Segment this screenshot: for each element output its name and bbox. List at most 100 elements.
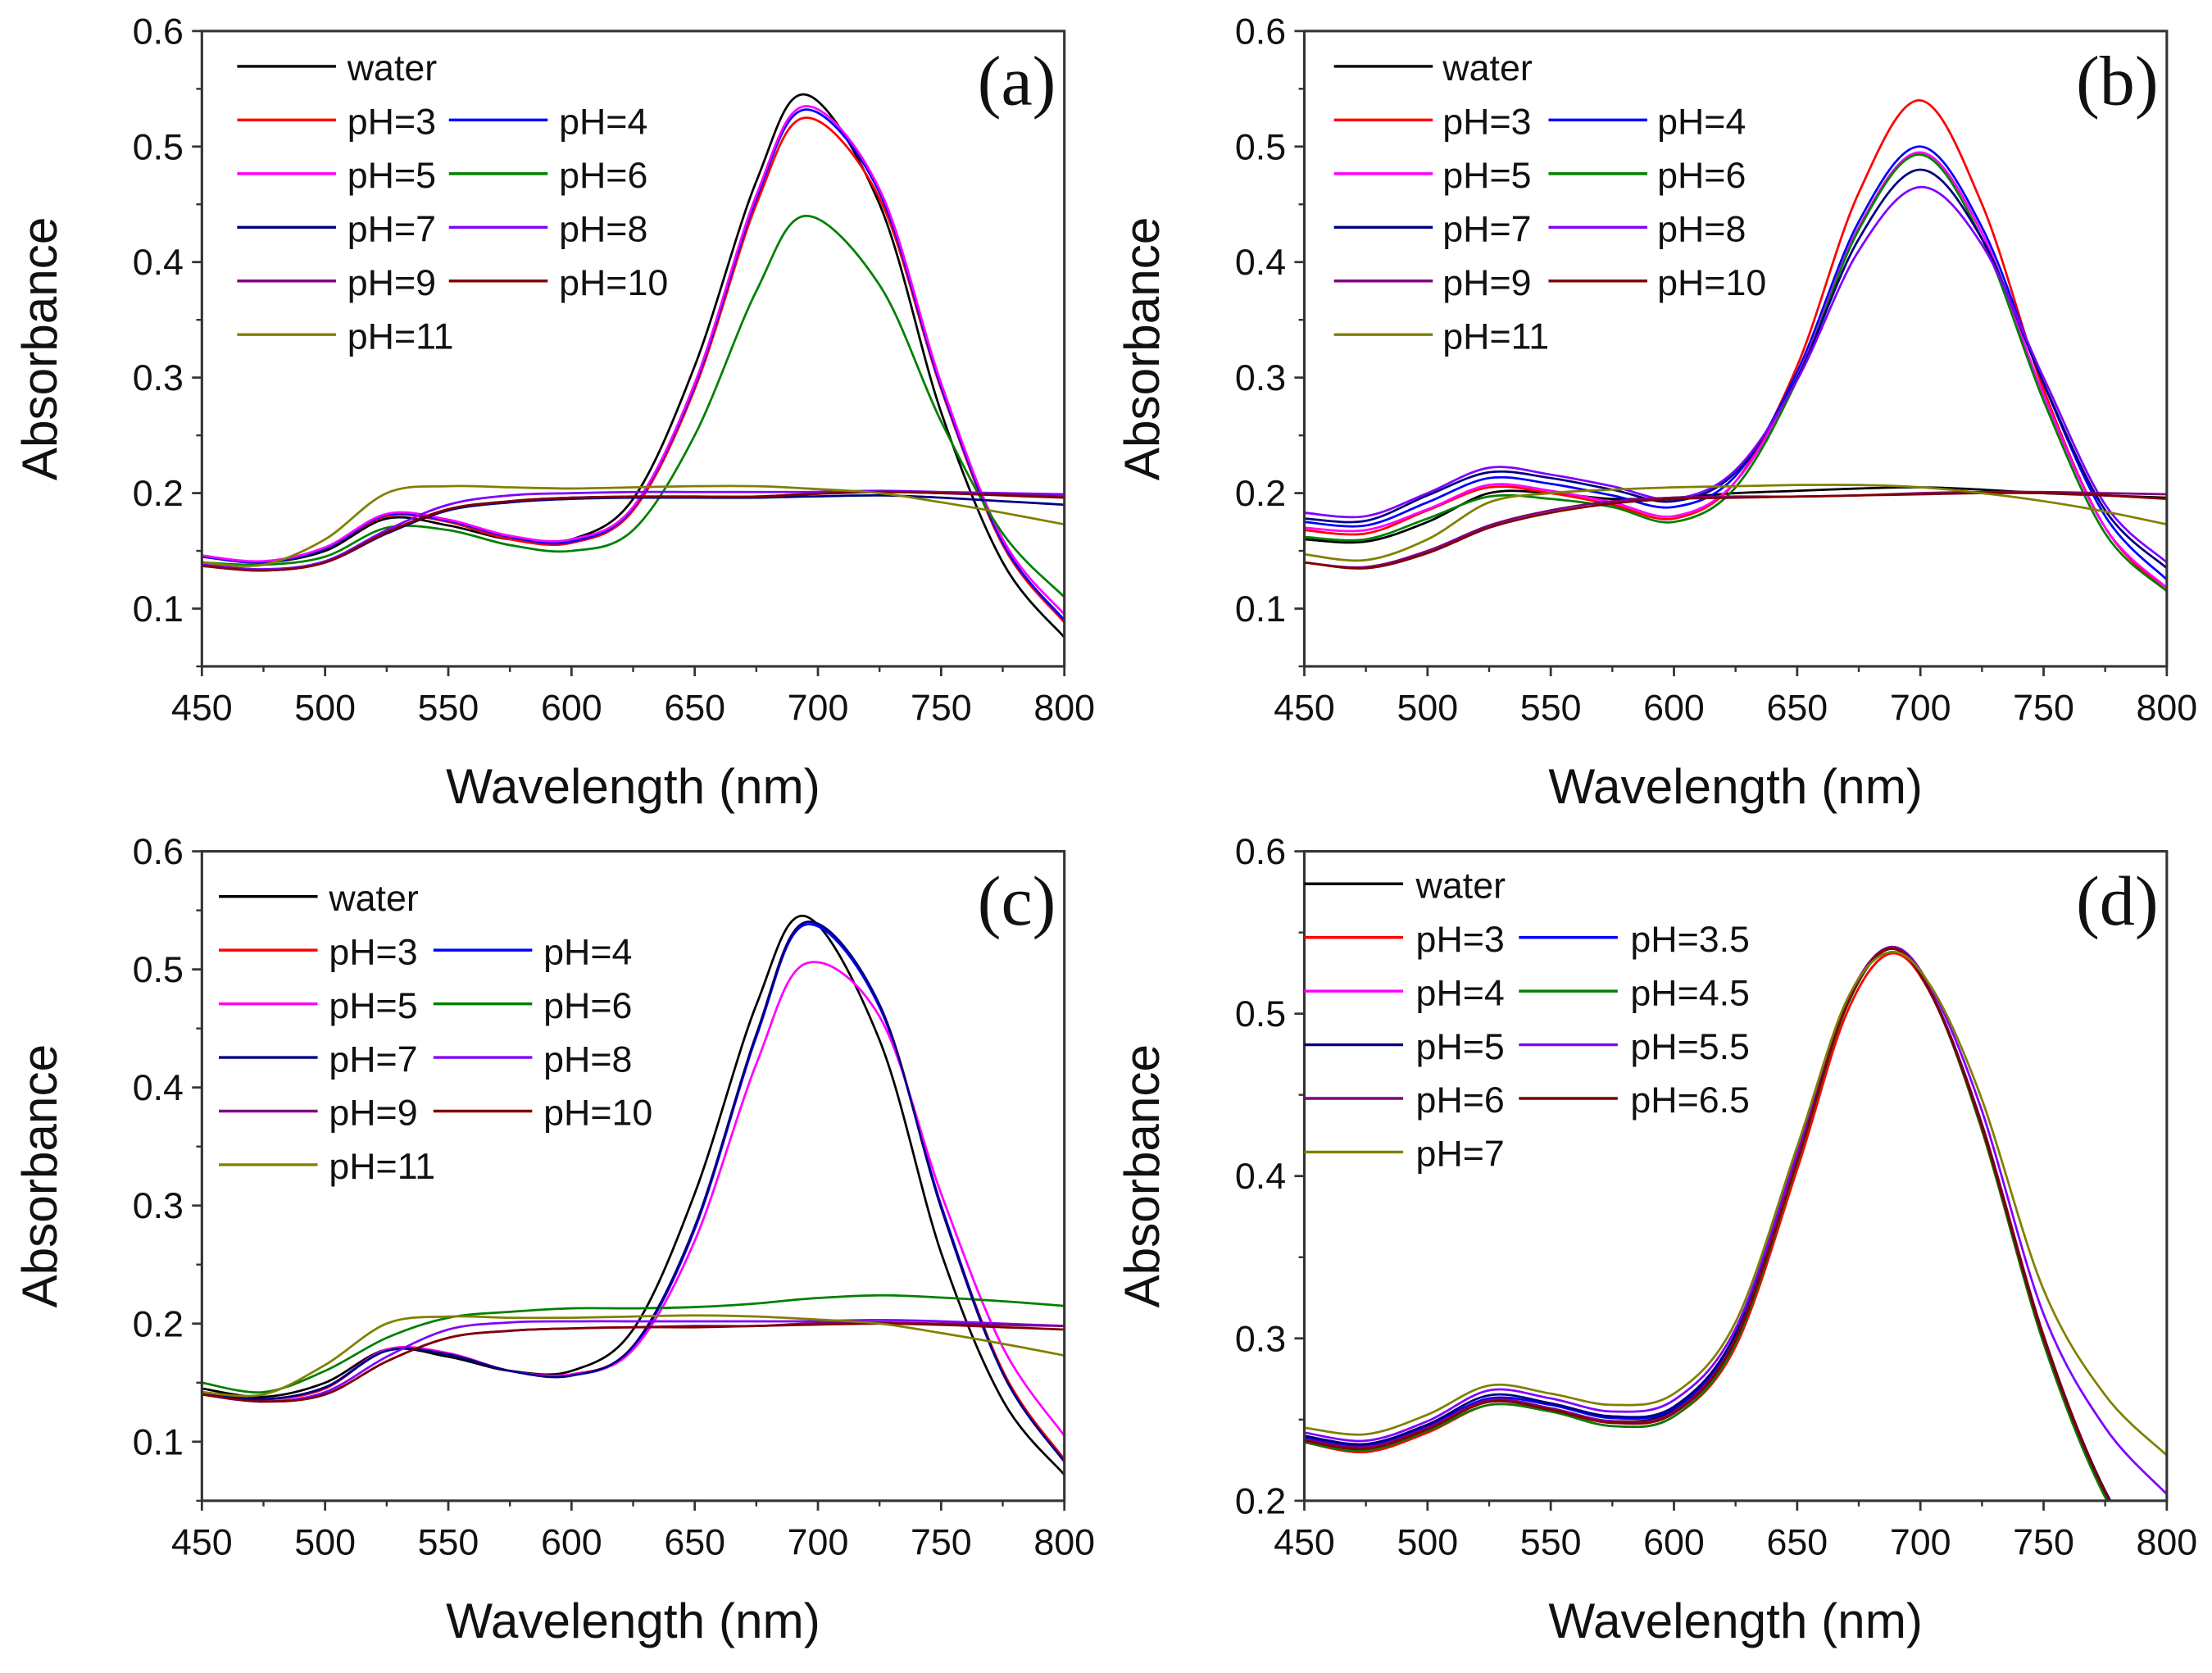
legend: water pH=3 pH=3.5 pH=4 pH=4.5 pH=5 pH=5.5 pH=6 p…: [1304, 865, 1750, 1175]
x-tick-label: 750: [2013, 687, 2074, 728]
series-line-ph-11: [1304, 484, 2167, 562]
legend-label: pH=4: [543, 931, 632, 972]
legend-item: water: [1333, 48, 1533, 89]
x-tick-label: 700: [1890, 687, 1951, 728]
legend-item: pH=3: [237, 102, 436, 143]
chart-panel-a: 450 500 550 600 650 700 750 800 0.1 0.2 0.3 0.4 0.5 0…: [11, 11, 1095, 814]
legend-label: pH=6: [1416, 1080, 1505, 1121]
legend-item: pH=10: [433, 1093, 652, 1134]
y-tick-label: 0.2: [1235, 473, 1286, 514]
legend-item: water: [237, 48, 437, 89]
y-tick-label: 0.6: [1235, 831, 1286, 872]
y-tick-label: 0.1: [133, 1421, 184, 1462]
series-line-ph-8: [1304, 185, 2167, 564]
legend-label: pH=3: [347, 102, 436, 143]
x-tick-label: 650: [1766, 687, 1828, 728]
legend-item: pH=10: [448, 262, 668, 303]
x-tick-label: 700: [788, 1521, 849, 1562]
legend-label: pH=9: [1442, 262, 1531, 303]
x-tick-label: 800: [1033, 687, 1095, 728]
legend-label: pH=6.5: [1630, 1080, 1750, 1121]
legend-item: pH=7: [237, 209, 436, 250]
legend-label: pH=7: [329, 1039, 417, 1080]
y-tick-label: 0.5: [133, 126, 184, 167]
legend-item: pH=9: [218, 1093, 418, 1134]
series-line-ph-6: [202, 214, 1065, 598]
legend-item: pH=5: [1304, 1026, 1505, 1067]
y-tick-label: 0.5: [1235, 993, 1286, 1034]
legend-item: pH=3.5: [1519, 919, 1750, 960]
chart-panel-d: 450 500 550 600 650 700 750 800 0.2 0.3 0.4 0.5 0.6 W…: [1114, 831, 2197, 1648]
legend-label: water: [1442, 48, 1533, 89]
legend-label: pH=6: [559, 155, 647, 196]
series-line-ph-5: [202, 105, 1065, 616]
series-line-ph-5-5: [1304, 945, 2167, 1495]
x-tick-label: 550: [418, 687, 479, 728]
legend-item: pH=9: [237, 262, 436, 303]
legend-label: pH=11: [1442, 316, 1549, 357]
series-line-ph-6-5: [1304, 948, 2111, 1501]
panel-label: (c): [978, 862, 1056, 940]
legend-label: pH=5: [1416, 1026, 1505, 1067]
x-tick-label: 650: [664, 1521, 725, 1562]
legend-item: pH=8: [433, 1039, 632, 1080]
legend-label: pH=3.5: [1630, 919, 1750, 960]
legend: water pH=3 pH=4 pH=5 pH=6 pH=7 pH=8 pH=9 pH=10 pH…: [237, 48, 668, 357]
series-line-ph-6: [202, 1293, 1065, 1394]
y-axis-title: Absorbance: [11, 1044, 67, 1308]
legend-label: pH=4: [1416, 972, 1505, 1013]
legend-item: pH=6.5: [1519, 1080, 1750, 1121]
y-tick-label: 0.2: [1235, 1480, 1286, 1521]
y-tick-label: 0.4: [133, 1067, 184, 1108]
legend-item: pH=7: [1304, 1134, 1505, 1175]
series-line-ph-10: [202, 490, 1065, 572]
legend-label: pH=10: [559, 262, 668, 303]
x-tick-label: 500: [294, 1521, 356, 1562]
x-tick-label: 550: [1520, 687, 1582, 728]
x-tick-label: 600: [541, 1521, 602, 1562]
y-tick-label: 0.5: [133, 949, 184, 990]
legend-item: pH=6: [433, 985, 632, 1026]
legend-item: pH=11: [1333, 316, 1549, 357]
legend-item: pH=6: [1304, 1080, 1505, 1121]
x-tick-label: 700: [1890, 1521, 1951, 1562]
legend-item: pH=3: [218, 931, 418, 972]
legend-label: pH=10: [543, 1093, 652, 1134]
x-tick-label: 600: [541, 687, 602, 728]
series-line-ph-8: [202, 1319, 1065, 1403]
panel-label: (a): [978, 41, 1056, 120]
y-axis-title: Absorbance: [1114, 217, 1170, 481]
y-tick-label: 0.4: [133, 242, 184, 283]
y-tick-label: 0.6: [133, 11, 184, 52]
legend-item: pH=6: [448, 155, 647, 196]
legend-item: pH=6: [1548, 155, 1746, 196]
x-tick-label: 500: [1397, 1521, 1458, 1562]
legend-label: pH=11: [329, 1146, 435, 1187]
legend-label: pH=5: [329, 985, 417, 1026]
x-tick-label: 700: [788, 687, 849, 728]
x-tick-label: 600: [1643, 1521, 1705, 1562]
legend-label: pH=9: [329, 1093, 417, 1134]
legend-label: pH=6: [543, 985, 632, 1026]
legend-label: pH=3: [1442, 102, 1531, 143]
legend-item: pH=4: [433, 931, 632, 972]
legend-item: pH=8: [448, 209, 647, 250]
series-lines: [1304, 945, 2167, 1501]
legend-label: pH=8: [543, 1039, 632, 1080]
legend-item: pH=9: [1333, 262, 1532, 303]
legend-label: pH=7: [1442, 209, 1531, 250]
legend-label: pH=6: [1657, 155, 1746, 196]
y-tick-label: 0.2: [133, 1303, 184, 1344]
y-tick-label: 0.6: [133, 831, 184, 872]
x-tick-label: 450: [1274, 687, 1335, 728]
x-tick-label: 600: [1643, 687, 1705, 728]
y-tick-label: 0.6: [1235, 11, 1286, 52]
x-tick-label: 800: [2137, 1521, 2198, 1562]
x-tick-label: 650: [664, 687, 725, 728]
panel-label: (d): [2076, 862, 2158, 940]
x-axis-title: Wavelength (nm): [446, 1593, 820, 1648]
legend-item: pH=5: [237, 155, 436, 196]
y-tick-label: 0.2: [133, 473, 184, 514]
legend: water pH=3 pH=4 pH=5 pH=6 pH=7 pH=8 pH=9 pH=10 pH…: [218, 878, 652, 1187]
y-tick-label: 0.1: [1235, 589, 1286, 630]
